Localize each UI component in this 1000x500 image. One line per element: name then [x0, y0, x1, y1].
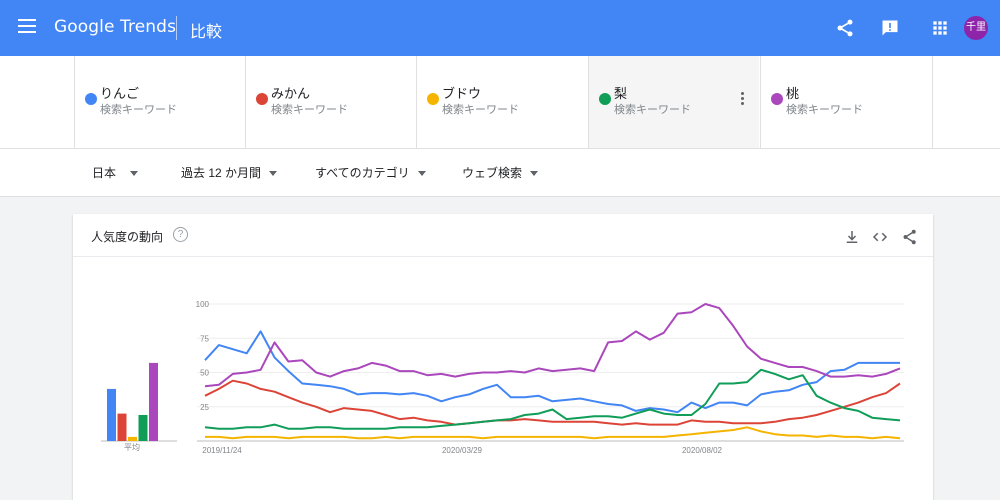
average-label: 平均 [124, 442, 140, 452]
filter-bar: 日本 過去 12 か月間 すべてのカテゴリ ウェブ検索 [0, 149, 1000, 197]
interest-chart: 25 50 75 100 平均 2019/11/24 2020/03/29 2020/08… [101, 300, 904, 455]
keyword-type: 検索キーワード [442, 104, 519, 116]
keyword-type: 検索キーワード [100, 104, 177, 116]
average-bar [128, 436, 137, 441]
header-divider [176, 16, 177, 40]
keyword-bar-divider [932, 56, 933, 148]
embed-code-icon[interactable] [871, 228, 889, 246]
average-bar [138, 414, 148, 441]
dropdown-arrow-icon [417, 171, 426, 177]
top-app-bar: Google Trends 比較 千里 [0, 0, 1000, 56]
card-divider [73, 256, 933, 257]
dropdown-arrow-icon [269, 171, 278, 177]
y-tick-label: 50 [200, 369, 209, 378]
feedback-icon[interactable] [880, 18, 900, 38]
keyword-card-2[interactable]: みかん 検索キーワード [245, 56, 416, 148]
series-line [204, 303, 901, 388]
time-range-value: 過去 12 か月間 [181, 166, 262, 180]
share-chart-icon[interactable] [901, 228, 919, 246]
keyword-color-dot [599, 93, 611, 105]
help-icon[interactable]: ? [173, 227, 188, 242]
keyword-card-4[interactable]: 梨 検索キーワード [588, 56, 759, 148]
series-line [204, 368, 901, 430]
keyword-term: 桃 [786, 86, 800, 101]
series-line [205, 426, 901, 440]
keyword-comparison-bar: りんご 検索キーワード みかん 検索キーワード ブドウ 検索キーワード 梨 検索… [0, 56, 1000, 149]
average-bar [117, 413, 127, 441]
google-trends-logo[interactable]: Google Trends [54, 17, 177, 37]
menu-icon[interactable] [18, 19, 36, 33]
download-icon[interactable] [843, 228, 861, 246]
series-line [204, 379, 901, 426]
avatar[interactable]: 千里 [964, 16, 988, 40]
card-title: 人気度の動向 [91, 230, 164, 244]
time-range-dropdown[interactable]: 過去 12 か月間 [181, 164, 278, 181]
x-tick-label: 2020/08/02 [682, 446, 723, 455]
dropdown-arrow-icon [530, 171, 539, 177]
keyword-card-5[interactable]: 桃 検索キーワード [760, 56, 931, 148]
keyword-color-dot [85, 93, 97, 105]
keyword-color-dot [256, 93, 268, 105]
page-title: 比較 [190, 24, 223, 41]
category-dropdown[interactable]: すべてのカテゴリ [315, 164, 426, 181]
more-vert-icon[interactable] [741, 92, 745, 106]
search-type-value: ウェブ検索 [462, 166, 523, 180]
region-value: 日本 [92, 166, 117, 180]
keyword-type: 検索キーワード [614, 104, 691, 116]
keyword-color-dot [771, 93, 783, 105]
keyword-card-1[interactable]: りんご 検索キーワード [74, 56, 245, 148]
keyword-term: 梨 [614, 86, 628, 101]
keyword-term: りんご [100, 86, 140, 101]
average-bar [149, 362, 158, 441]
x-tick-label: 2019/11/24 [202, 446, 242, 455]
region-dropdown[interactable]: 日本 [92, 164, 139, 181]
dropdown-arrow-icon [130, 171, 139, 177]
apps-grid-icon[interactable] [930, 18, 950, 38]
interest-over-time-card: 人気度の動向 ? 25 50 75 100 平均 2019/11/24 2020/03/… [73, 214, 933, 500]
share-icon[interactable] [835, 18, 855, 38]
category-value: すべてのカテゴリ [315, 166, 410, 180]
keyword-term: ブドウ [442, 86, 482, 101]
keyword-color-dot [427, 93, 439, 105]
keyword-card-3[interactable]: ブドウ 検索キーワード [416, 56, 587, 148]
x-tick-label: 2020/03/29 [442, 446, 483, 455]
y-tick-label: 75 [200, 334, 209, 343]
keyword-type: 検索キーワード [271, 104, 348, 116]
keyword-type: 検索キーワード [786, 104, 863, 116]
search-type-dropdown[interactable]: ウェブ検索 [462, 164, 539, 181]
y-tick-label: 25 [200, 403, 209, 412]
keyword-term: みかん [271, 86, 311, 101]
average-bar [107, 388, 116, 441]
y-tick-label: 100 [196, 300, 210, 309]
series-line [204, 330, 900, 414]
